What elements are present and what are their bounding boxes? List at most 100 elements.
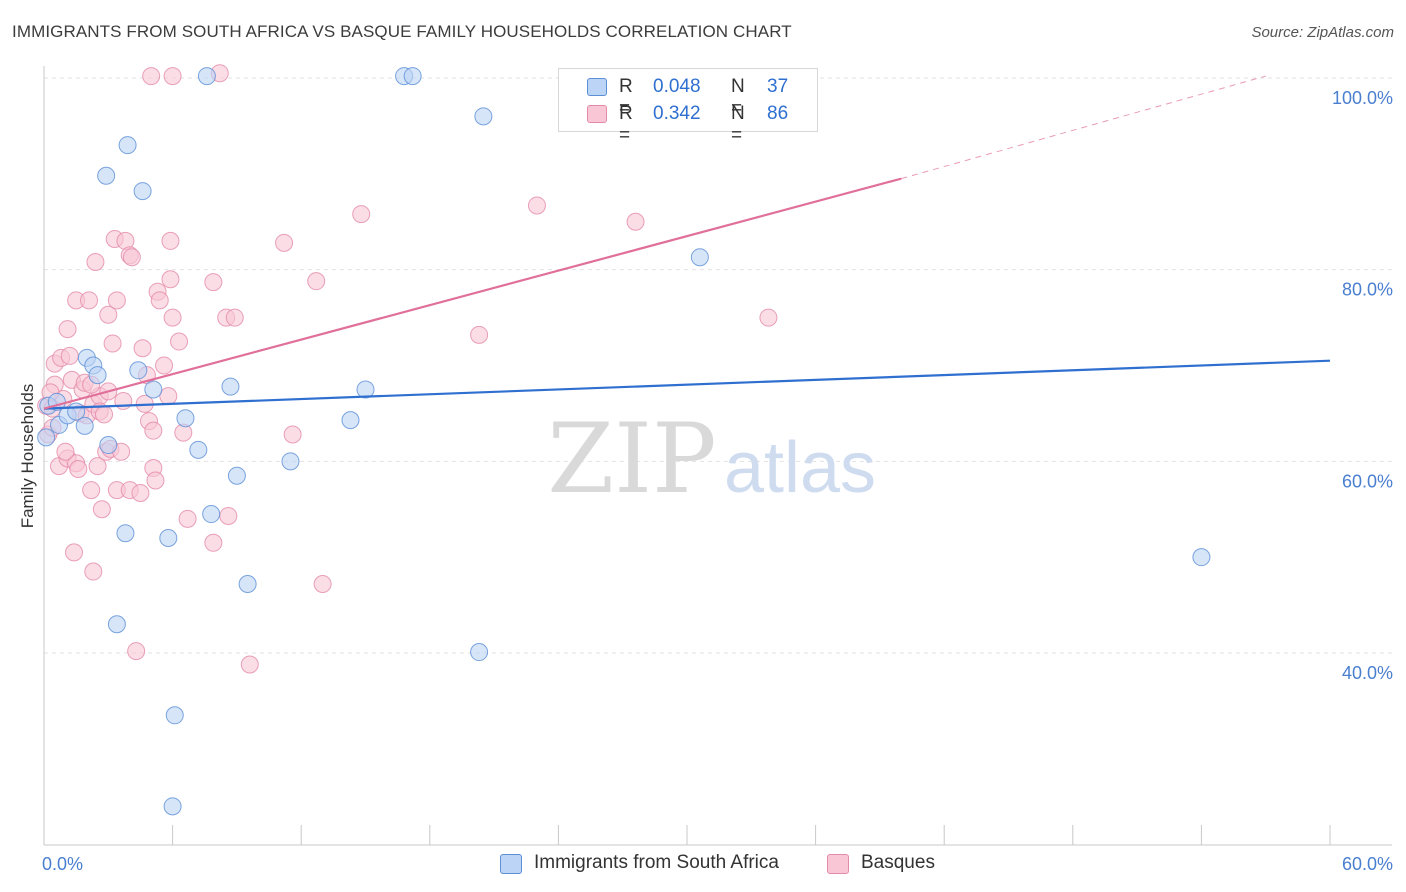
trend-line-south-africa bbox=[43, 359, 1331, 410]
point-basques bbox=[99, 305, 118, 324]
point-south-africa bbox=[197, 67, 216, 86]
legend-n-label: N = bbox=[731, 103, 745, 146]
correlation-legend: R = 0.048 N = 37 R = 0.342 N = 86 bbox=[558, 68, 818, 146]
point-basques bbox=[204, 273, 223, 292]
point-basques bbox=[204, 533, 223, 552]
bottom-legend-swatch-basques bbox=[827, 854, 849, 874]
legend-swatch-south-africa bbox=[587, 78, 607, 96]
point-basques bbox=[127, 642, 146, 661]
y-tick-label: 60.0% bbox=[1342, 471, 1393, 491]
axes bbox=[43, 66, 1392, 846]
point-basques bbox=[759, 308, 778, 327]
point-basques bbox=[275, 233, 294, 252]
point-basques bbox=[142, 67, 161, 86]
legend-swatch-basques bbox=[587, 105, 607, 123]
point-south-africa bbox=[99, 436, 118, 455]
point-south-africa bbox=[189, 440, 208, 459]
point-basques bbox=[470, 325, 489, 344]
point-basques bbox=[313, 575, 332, 593]
point-south-africa bbox=[341, 411, 360, 430]
point-south-africa bbox=[221, 377, 240, 396]
point-basques bbox=[161, 270, 180, 289]
point-basques bbox=[163, 308, 182, 327]
point-basques bbox=[95, 405, 114, 424]
point-south-africa bbox=[37, 428, 56, 447]
tick-labels: 100.0% 80.0% 60.0% 40.0% 0.0% 60.0% bbox=[42, 88, 1393, 874]
point-south-africa bbox=[227, 466, 246, 485]
point-basques bbox=[283, 425, 302, 444]
point-south-africa bbox=[1192, 548, 1211, 567]
point-basques bbox=[88, 457, 107, 476]
point-south-africa bbox=[133, 182, 152, 201]
legend-n-value: 37 bbox=[767, 76, 789, 97]
point-south-africa bbox=[159, 529, 178, 547]
trend-line-basques-extension bbox=[901, 75, 1266, 180]
point-basques bbox=[170, 332, 189, 351]
bottom-legend-label: Immigrants from South Africa bbox=[534, 852, 779, 873]
point-basques bbox=[307, 272, 326, 291]
point-basques bbox=[84, 562, 103, 581]
trend-line-basques bbox=[43, 177, 902, 410]
point-south-africa bbox=[356, 380, 375, 399]
legend-n-label: N = bbox=[731, 76, 745, 119]
point-basques bbox=[527, 196, 546, 215]
point-basques bbox=[80, 291, 99, 310]
legend-n-value: 86 bbox=[767, 103, 789, 124]
point-basques bbox=[352, 205, 371, 224]
point-basques bbox=[131, 483, 150, 502]
point-basques bbox=[161, 231, 180, 250]
point-south-africa bbox=[474, 107, 493, 126]
point-basques bbox=[56, 442, 75, 461]
chart-title: IMMIGRANTS FROM SOUTH AFRICA VS BASQUE F… bbox=[12, 22, 792, 41]
point-basques bbox=[159, 387, 178, 406]
point-basques bbox=[82, 481, 101, 500]
y-tick-label: 80.0% bbox=[1342, 280, 1393, 300]
legend-r-value: 0.048 bbox=[653, 76, 701, 97]
bottom-legend-label: Basques bbox=[861, 852, 935, 873]
point-basques bbox=[58, 320, 77, 339]
point-south-africa bbox=[67, 402, 86, 421]
point-basques bbox=[146, 471, 165, 490]
point-basques bbox=[60, 346, 79, 365]
y-tick-label: 40.0% bbox=[1342, 663, 1393, 683]
point-basques bbox=[178, 509, 197, 528]
point-basques bbox=[133, 339, 152, 358]
point-basques bbox=[69, 460, 88, 478]
point-south-africa bbox=[690, 248, 709, 267]
legend-r-label: R = bbox=[619, 76, 633, 119]
point-south-africa bbox=[403, 67, 422, 86]
point-basques bbox=[626, 212, 645, 231]
trend-lines bbox=[43, 75, 1331, 410]
x-tick-label: 0.0% bbox=[42, 854, 83, 874]
bottom-legend-swatch-south-africa bbox=[500, 854, 522, 874]
point-basques bbox=[240, 655, 259, 674]
point-south-africa bbox=[163, 797, 182, 816]
data-points bbox=[37, 64, 1211, 816]
watermark-atlas: atlas bbox=[724, 428, 876, 508]
watermark: ZIP atlas bbox=[547, 403, 876, 515]
point-basques bbox=[225, 308, 244, 327]
point-south-africa bbox=[202, 505, 221, 524]
point-basques bbox=[122, 248, 141, 267]
point-basques bbox=[163, 67, 182, 86]
point-south-africa bbox=[129, 361, 148, 380]
chart-source: Source: ZipAtlas.com bbox=[1251, 24, 1394, 41]
point-south-africa bbox=[118, 136, 137, 155]
point-south-africa bbox=[107, 615, 126, 634]
point-basques bbox=[150, 291, 169, 310]
point-south-africa bbox=[116, 524, 135, 543]
point-south-africa bbox=[176, 409, 195, 428]
legend-r-value: 0.342 bbox=[653, 103, 701, 124]
point-south-africa bbox=[281, 452, 300, 471]
point-basques bbox=[92, 500, 111, 519]
y-tick-label: 100.0% bbox=[1332, 88, 1393, 108]
point-south-africa bbox=[144, 380, 163, 399]
point-basques bbox=[65, 543, 84, 562]
point-south-africa bbox=[97, 166, 116, 185]
point-south-africa bbox=[88, 366, 107, 385]
point-basques bbox=[86, 253, 105, 271]
legend-r-label: R = bbox=[619, 103, 633, 146]
x-tick-label: 60.0% bbox=[1342, 854, 1393, 874]
point-south-africa bbox=[238, 575, 257, 593]
